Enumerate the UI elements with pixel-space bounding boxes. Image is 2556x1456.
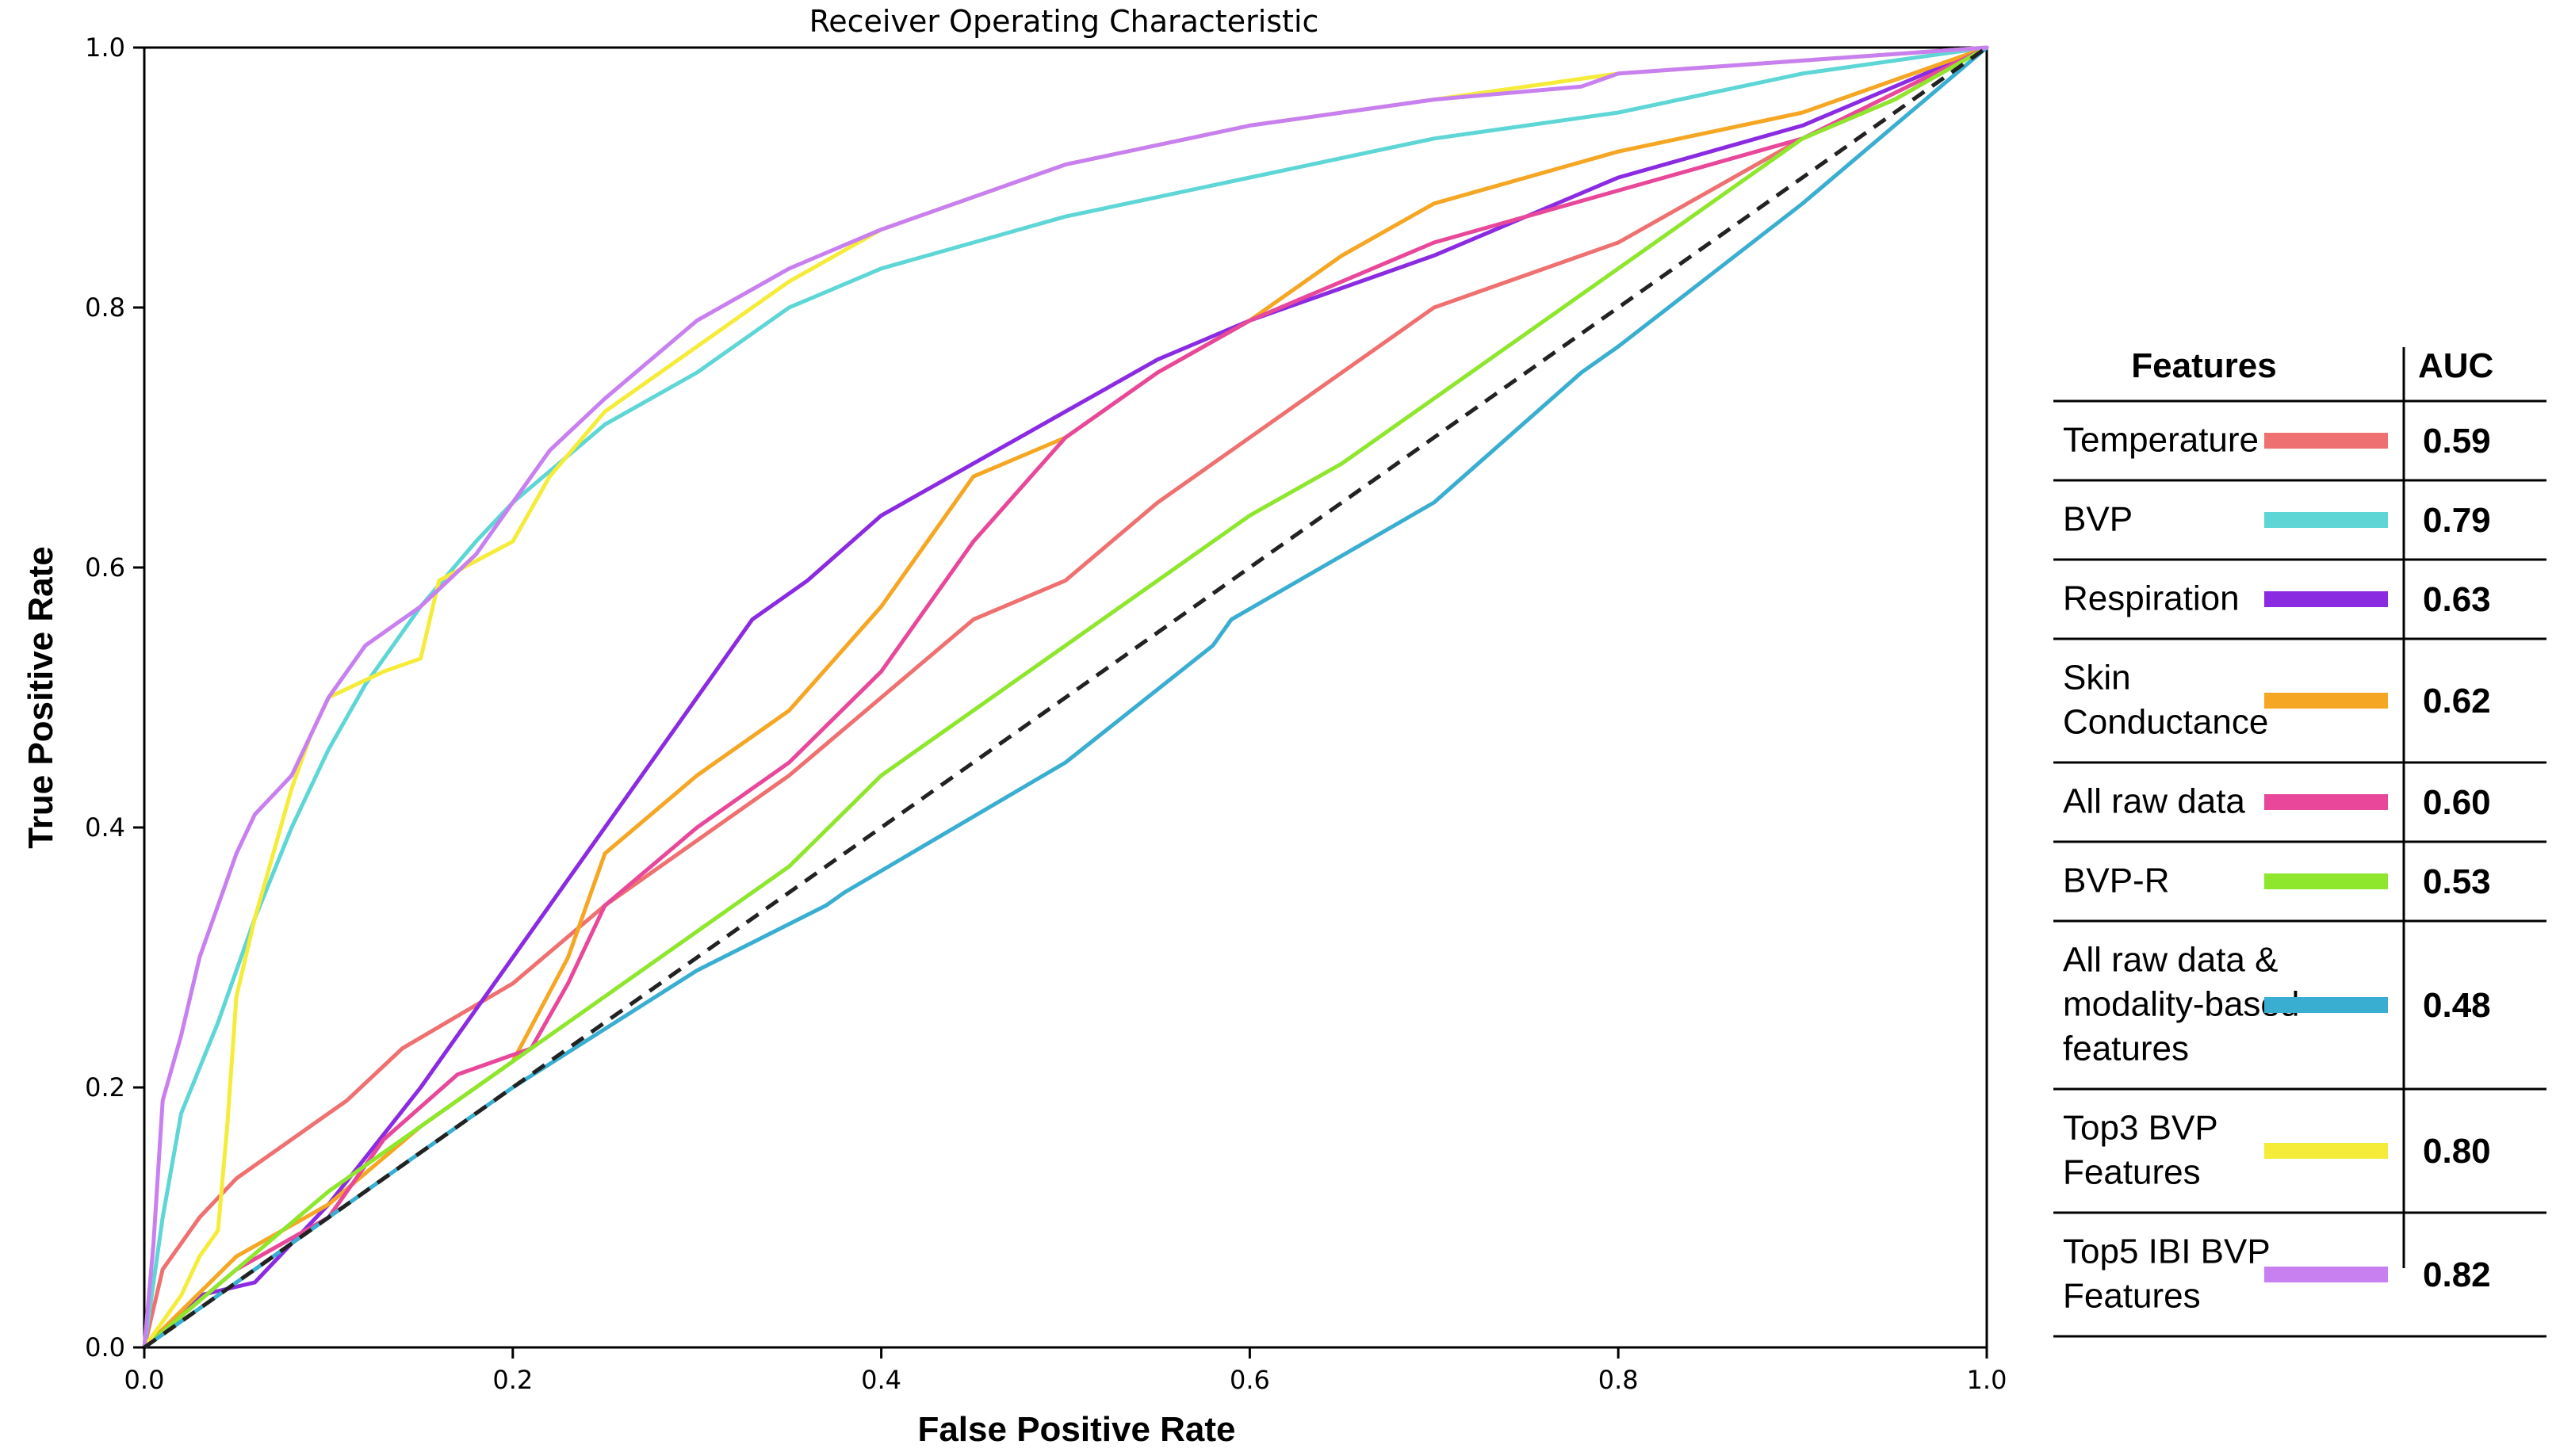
x-tick-label: 1.0 <box>1967 1365 2007 1395</box>
legend-row-bvp: BVP 0.79 <box>2063 499 2491 540</box>
legend-auc-value: 0.63 <box>2423 580 2491 619</box>
legend-auc-value: 0.59 <box>2423 422 2491 460</box>
legend-auc-value: 0.80 <box>2423 1132 2491 1171</box>
legend-label: Temperature <box>2063 420 2259 459</box>
y-tick-label: 0.6 <box>85 552 125 583</box>
series-line-temperature <box>142 45 1989 1350</box>
legend-swatch <box>2264 512 2388 528</box>
series-line-all-raw-data <box>142 45 1989 1350</box>
legend-auc-value: 0.60 <box>2423 783 2491 822</box>
legend-auc-value: 0.53 <box>2423 862 2491 901</box>
legend-label: modality-based <box>2063 984 2299 1023</box>
legend-row-temperature: Temperature 0.59 <box>2063 420 2491 460</box>
legend-label: All raw data <box>2063 782 2245 820</box>
x-tick-label: 0.4 <box>861 1365 901 1395</box>
legend-rows: Temperature 0.59 BVP 0.79 Respiration 0.63 Ski… <box>2053 399 2546 1338</box>
legend-swatch <box>2264 1143 2388 1159</box>
legend-auc-value: 0.48 <box>2423 986 2491 1025</box>
x-tick-label: 0.8 <box>1598 1365 1639 1395</box>
legend-label: features <box>2063 1029 2189 1068</box>
legend-label: Respiration <box>2063 579 2240 617</box>
series-layer <box>142 45 1989 1350</box>
series-line-bvp-r <box>142 45 1989 1350</box>
x-tick-label: 0.0 <box>124 1365 165 1395</box>
legend-row-bvp-r: BVP-R 0.53 <box>2063 861 2491 901</box>
legend-row-skin-conductance: Skin Conductance 0.62 <box>2063 658 2491 741</box>
legend-swatch <box>2264 997 2388 1013</box>
x-axis-title: False Positive Rate <box>917 1410 1235 1449</box>
y-axis-title: True Positive Rate <box>21 546 60 848</box>
x-tick-label: 0.2 <box>492 1365 533 1395</box>
legend-header-features: Features <box>2131 346 2276 385</box>
legend-header-auc: AUC <box>2418 346 2493 385</box>
legend-label: BVP <box>2063 499 2133 538</box>
y-axis-ticks: 0.0 0.2 0.4 0.6 0.8 1.0 <box>85 32 144 1362</box>
legend-swatch <box>2264 1267 2388 1282</box>
legend-label: Top3 BVP <box>2063 1108 2218 1147</box>
legend-table: Features AUC Temperature 0.59 BVP 0.79 Respi… <box>2053 346 2546 1338</box>
legend-row-all-raw-data-and-modality-based-features: All raw data & modality-based features 0.48 <box>2063 940 2491 1068</box>
legend-label: BVP-R <box>2063 861 2169 900</box>
y-tick-label: 0.0 <box>85 1332 125 1362</box>
y-tick-label: 0.2 <box>85 1072 125 1103</box>
chart-title: Receiver Operating Characteristic <box>809 4 1319 39</box>
legend-swatch <box>2264 591 2388 607</box>
series-line-top5-ibi-bvp-features <box>142 45 1989 1350</box>
x-axis-ticks: 0.0 0.2 0.4 0.6 0.8 1.0 <box>124 1347 2007 1395</box>
legend-row-top3-bvp-features: Top3 BVP Features 0.80 <box>2063 1108 2491 1191</box>
legend-auc-value: 0.79 <box>2423 501 2491 540</box>
legend-label: Skin <box>2063 658 2131 697</box>
y-tick-label: 0.8 <box>85 292 125 323</box>
x-tick-label: 0.6 <box>1230 1365 1270 1395</box>
legend-swatch <box>2264 794 2388 810</box>
legend-label: All raw data & <box>2063 940 2278 979</box>
legend-swatch <box>2264 433 2388 449</box>
legend-row-top5-ibi-bvp-features: Top5 IBI BVP Features 0.82 <box>2063 1232 2491 1315</box>
legend-swatch <box>2264 873 2388 889</box>
y-tick-label: 1.0 <box>85 32 125 63</box>
y-tick-label: 0.4 <box>85 812 125 843</box>
diagonal-reference-line <box>143 45 1988 1350</box>
legend-label: Top5 IBI BVP <box>2063 1232 2271 1271</box>
legend-label: Features <box>2063 1276 2201 1315</box>
legend-row-all-raw-data: All raw data 0.60 <box>2063 782 2491 822</box>
legend-label: Features <box>2063 1152 2201 1191</box>
legend-label: Conductance <box>2063 702 2268 741</box>
legend-auc-value: 0.62 <box>2423 682 2491 720</box>
plot-frame <box>143 46 1988 1349</box>
legend-swatch <box>2264 693 2388 709</box>
legend-auc-value: 0.82 <box>2423 1255 2491 1294</box>
legend-row-respiration: Respiration 0.63 <box>2063 579 2491 619</box>
plot-area <box>142 45 1989 1350</box>
